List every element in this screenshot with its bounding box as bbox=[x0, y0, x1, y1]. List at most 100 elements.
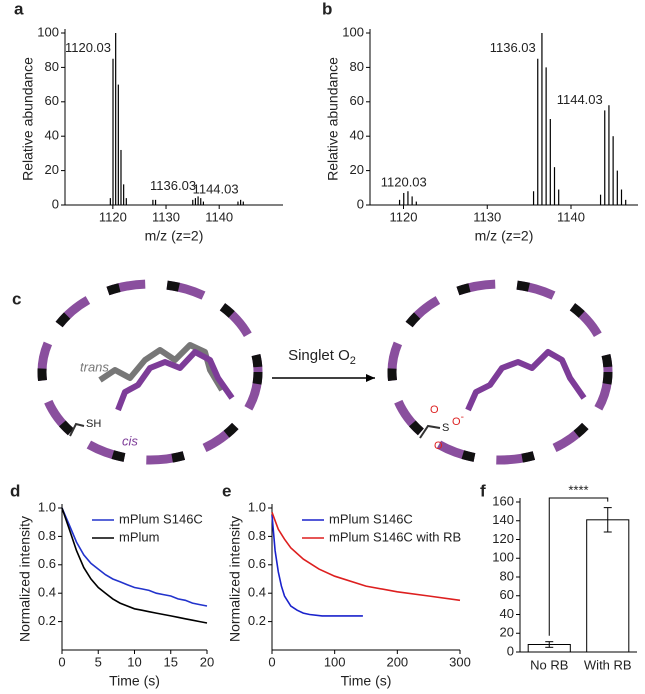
y-tick-label: 160 bbox=[492, 493, 514, 508]
sulfonate-bond bbox=[419, 424, 441, 439]
x-axis-label: m/z (z=2) bbox=[145, 228, 204, 244]
y-tick-label: 60 bbox=[350, 93, 364, 108]
y-axis-label: Normalized intensity bbox=[17, 516, 33, 642]
legend-label: mPlum S146C bbox=[119, 511, 203, 526]
panel-label: e bbox=[222, 481, 231, 500]
x-tick-label: 0 bbox=[58, 654, 65, 669]
x-tick-label: 1140 bbox=[205, 209, 233, 224]
peak-label: 1136.03 bbox=[150, 178, 196, 193]
x-tick-label: 10 bbox=[127, 654, 141, 669]
legend-label: mPlum S146C bbox=[329, 511, 413, 526]
y-tick-label: 100 bbox=[37, 24, 59, 39]
series-line bbox=[61, 507, 208, 607]
arrow-label: Singlet O2 bbox=[288, 347, 356, 367]
y-tick-label: 0.2 bbox=[38, 613, 56, 628]
y-tick-label: 100 bbox=[342, 24, 364, 39]
y-tick-label: 0.6 bbox=[248, 556, 266, 571]
significance-label: **** bbox=[568, 482, 588, 497]
oxygen-label: O- bbox=[452, 412, 464, 428]
chromophore-trans bbox=[98, 342, 225, 392]
y-tick-label: 0.8 bbox=[248, 528, 266, 543]
y-tick-label: 0.4 bbox=[248, 585, 266, 600]
bar bbox=[586, 519, 630, 653]
panel-label: c bbox=[12, 289, 21, 308]
y-tick-label: 0.8 bbox=[38, 528, 56, 543]
x-tick-label: 200 bbox=[386, 654, 408, 669]
x-axis-label: Time (s) bbox=[109, 673, 160, 689]
panel-label: a bbox=[14, 0, 24, 18]
y-tick-label: 60 bbox=[500, 587, 514, 602]
x-tick-label: 20 bbox=[200, 654, 214, 669]
y-tick-label: 0 bbox=[52, 196, 59, 211]
y-axis-label: Relative abundance bbox=[20, 57, 36, 181]
y-tick-label: 80 bbox=[500, 568, 514, 583]
thiol-label: SH bbox=[86, 418, 101, 430]
y-axis-label: Relative abundance bbox=[325, 57, 341, 181]
y-tick-label: 20 bbox=[350, 162, 364, 177]
thiol-bond bbox=[69, 422, 85, 437]
x-axis-label: m/z (z=2) bbox=[475, 228, 534, 244]
x-tick-label: 15 bbox=[164, 654, 178, 669]
y-tick-label: 0 bbox=[357, 196, 364, 211]
x-tick-label: 300 bbox=[449, 654, 471, 669]
y-tick-label: 60 bbox=[45, 93, 59, 108]
legend-label: mPlum bbox=[119, 529, 159, 544]
x-tick-label: 0 bbox=[268, 654, 275, 669]
y-tick-label: 40 bbox=[350, 128, 364, 143]
y-tick-label: 80 bbox=[45, 59, 59, 74]
peak-label: 1120.03 bbox=[381, 174, 427, 189]
peak-label: 1120.03 bbox=[65, 40, 111, 55]
y-tick-label: 1.0 bbox=[248, 499, 266, 514]
x-tick-label: 100 bbox=[324, 654, 346, 669]
y-tick-label: 0.4 bbox=[38, 585, 56, 600]
y-tick-label: 20 bbox=[45, 162, 59, 177]
series-line bbox=[271, 515, 363, 617]
significance-bracket bbox=[548, 497, 609, 636]
x-tick-label: 1120 bbox=[99, 209, 127, 224]
chromophore bbox=[465, 349, 587, 412]
charge-label: - bbox=[461, 412, 464, 423]
y-tick-label: 40 bbox=[45, 128, 59, 143]
y-tick-label: 1.0 bbox=[38, 499, 56, 514]
arrow-head bbox=[366, 374, 375, 382]
y-tick-label: 100 bbox=[492, 550, 514, 565]
peak-label: 1144.03 bbox=[193, 181, 239, 196]
y-tick-label: 20 bbox=[500, 625, 514, 640]
trans-label: trans bbox=[80, 359, 109, 374]
y-tick-label: 0.6 bbox=[38, 556, 56, 571]
x-axis-label: Time (s) bbox=[341, 673, 392, 689]
y-tick-label: 0 bbox=[507, 643, 514, 658]
y-tick-label: 80 bbox=[350, 59, 364, 74]
x-tick-label: With RB bbox=[584, 657, 632, 672]
x-tick-label: 1130 bbox=[473, 209, 501, 224]
x-tick-label: No RB bbox=[530, 657, 568, 672]
chromophore-cis bbox=[115, 349, 235, 412]
y-tick-label: 0.2 bbox=[248, 613, 266, 628]
panel-label: d bbox=[10, 481, 20, 500]
peak-label: 1136.03 bbox=[490, 40, 536, 55]
x-tick-label: 1120 bbox=[390, 209, 418, 224]
x-tick-label: 1140 bbox=[557, 209, 585, 224]
y-tick-label: 40 bbox=[500, 606, 514, 621]
oxygen-label: O bbox=[434, 440, 443, 452]
legend-label: mPlum S146C with RB bbox=[329, 529, 461, 544]
series-line bbox=[271, 512, 461, 602]
arrow-subscript: 2 bbox=[350, 355, 356, 367]
peak-label: 1144.03 bbox=[557, 92, 603, 107]
oxygen-text: O bbox=[452, 416, 461, 428]
arrow-text: Singlet O bbox=[288, 347, 350, 364]
panel-label: f bbox=[480, 481, 486, 500]
sulfur-label: S bbox=[442, 422, 449, 434]
y-axis-label: Normalized intensity bbox=[227, 516, 243, 642]
protein-barrel-edge bbox=[387, 279, 613, 465]
oxygen-label: O bbox=[430, 404, 439, 416]
x-tick-label: 5 bbox=[95, 654, 102, 669]
cis-label: cis bbox=[122, 433, 138, 448]
protein-barrel-edge bbox=[37, 279, 263, 465]
y-tick-label: 120 bbox=[492, 531, 514, 546]
panel-c: c trans cis SH Singlet O2 S O O O- bbox=[12, 279, 613, 465]
panel-label: b bbox=[322, 0, 332, 18]
y-tick-label: 140 bbox=[492, 512, 514, 527]
series-line bbox=[61, 507, 208, 624]
